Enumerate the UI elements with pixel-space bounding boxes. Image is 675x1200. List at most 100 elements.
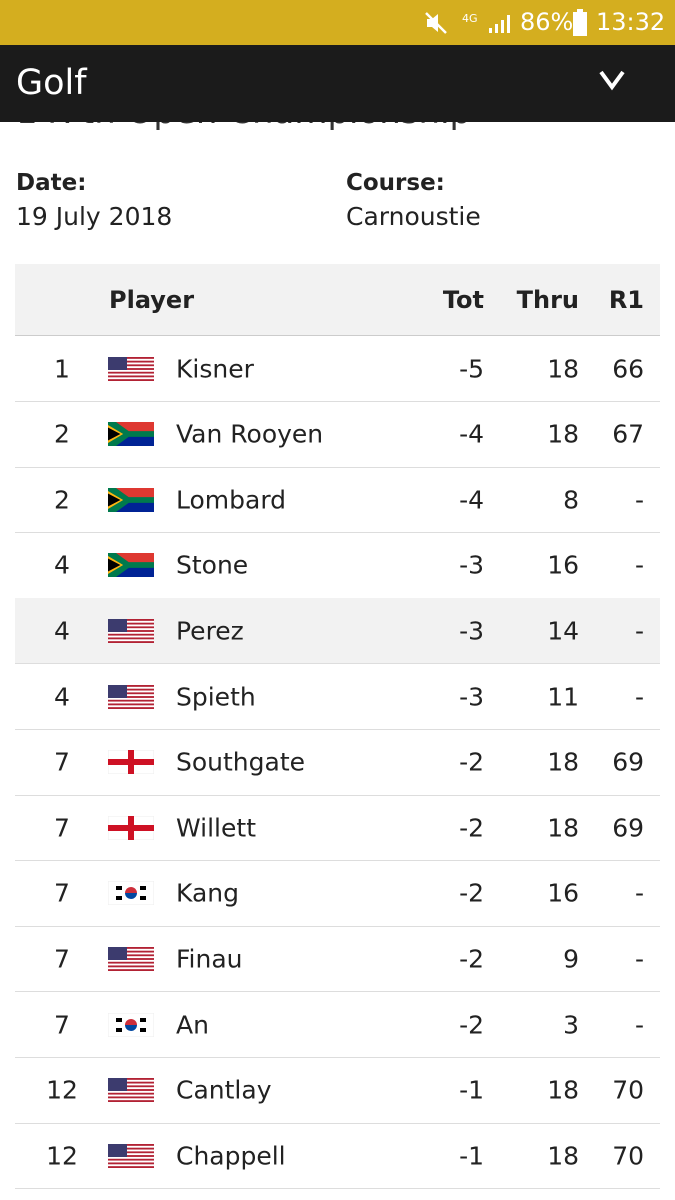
score-r1: - bbox=[634, 1010, 644, 1039]
score-thru: 18 bbox=[547, 813, 579, 843]
score-thru: 18 bbox=[547, 1141, 579, 1171]
score-r1: - bbox=[634, 878, 644, 908]
flag bbox=[108, 946, 154, 972]
score-tot: -1 bbox=[459, 1075, 484, 1105]
score-tot: -4 bbox=[459, 419, 484, 449]
score-r1: 69 bbox=[612, 813, 644, 843]
mute-icon bbox=[425, 12, 447, 34]
flag bbox=[107, 815, 155, 841]
flag-cell bbox=[108, 684, 154, 709]
score-r1: 66 bbox=[612, 354, 644, 383]
date: 19 July 2018 bbox=[16, 202, 173, 231]
score-r1: 70 bbox=[612, 1141, 644, 1171]
player-name: Chappell bbox=[176, 1141, 286, 1171]
flag-cell bbox=[108, 487, 154, 512]
player-name: Southgate bbox=[176, 747, 306, 777]
player-name: An bbox=[176, 1010, 209, 1039]
flag bbox=[107, 749, 155, 775]
table-row[interactable]: 7 Finau -2 9- bbox=[15, 926, 660, 993]
flag bbox=[108, 618, 154, 644]
menu-chevron[interactable] bbox=[598, 69, 626, 91]
flag bbox=[108, 356, 154, 381]
player-name: Van Rooyen bbox=[176, 419, 324, 449]
column-header: Player bbox=[109, 285, 195, 314]
table-row[interactable]: 7 Willett -2 18 69 bbox=[15, 795, 660, 862]
score-tot: -3 bbox=[459, 616, 484, 646]
flag-cell bbox=[108, 1078, 154, 1103]
score-tot: -2 bbox=[459, 813, 484, 843]
player-name: Spieth bbox=[176, 682, 256, 711]
table-row[interactable]: 7 Kang -2 16- bbox=[15, 861, 660, 927]
app-header: Golf bbox=[0, 45, 675, 122]
flag-cell bbox=[108, 422, 154, 447]
score-thru: 18 bbox=[547, 419, 579, 449]
signal-icon bbox=[489, 15, 510, 33]
flag-cell bbox=[108, 1143, 154, 1168]
player-name: Lombard bbox=[176, 485, 287, 515]
table-row[interactable]: 4 Stone -3 16- bbox=[15, 533, 660, 599]
flag-cell bbox=[108, 618, 154, 644]
table-row[interactable]: 7 Southgate -2 18 69 bbox=[15, 730, 660, 796]
score-thru: 18 bbox=[547, 354, 579, 383]
column-header: Thru bbox=[516, 285, 579, 314]
course-label: Course: bbox=[346, 170, 445, 196]
table-row[interactable]: 12 Chappell -1 18 70 bbox=[15, 1123, 660, 1190]
player-name: Kisner bbox=[176, 354, 254, 383]
column-header: Tot bbox=[442, 285, 484, 314]
score-r1: 70 bbox=[612, 1075, 644, 1105]
table-row[interactable]: 2 Lombard -4 8- bbox=[15, 467, 660, 534]
table-row[interactable]: 4 Spieth -3 11- bbox=[15, 664, 660, 730]
score-tot: -1 bbox=[459, 1141, 484, 1171]
header-row: Player Tot Thru R1 bbox=[15, 264, 660, 336]
score-thru: 18 bbox=[547, 747, 579, 777]
date-label: Date: bbox=[16, 170, 87, 196]
network: 4G bbox=[462, 12, 478, 25]
flag bbox=[107, 880, 155, 906]
table-row[interactable]: 4 Perez -3 14- bbox=[15, 598, 660, 665]
score-thru: 8 bbox=[563, 485, 579, 515]
score-r1: 67 bbox=[612, 419, 644, 449]
score-thru: 16 bbox=[547, 878, 579, 908]
flag-cell bbox=[108, 946, 154, 972]
flag bbox=[108, 1143, 154, 1168]
score-thru: 3 bbox=[563, 1010, 579, 1039]
score-tot: -3 bbox=[459, 550, 484, 580]
player-name: Kang bbox=[176, 878, 239, 908]
score-thru: 14 bbox=[547, 616, 579, 646]
flag-cell bbox=[108, 356, 154, 381]
table-row[interactable]: 1 Kisner -5 18 66 bbox=[15, 336, 660, 402]
score-r1: - bbox=[634, 682, 644, 711]
player-name: Finau bbox=[176, 944, 243, 974]
flag bbox=[108, 1078, 154, 1103]
score-thru: 16 bbox=[547, 550, 579, 580]
score-tot: -2 bbox=[459, 944, 484, 974]
flag-cell bbox=[108, 553, 154, 578]
score-r1: - bbox=[634, 616, 644, 646]
score-tot: -2 bbox=[459, 878, 484, 908]
player-name: Perez bbox=[176, 616, 244, 646]
score-tot: -4 bbox=[459, 485, 484, 515]
player-name: Stone bbox=[176, 550, 249, 580]
status-bar: 4G 86% 13:32 bbox=[0, 0, 675, 45]
course: Carnoustie bbox=[346, 202, 481, 231]
score-r1: - bbox=[634, 944, 644, 974]
score-thru: 11 bbox=[547, 682, 579, 711]
table-row[interactable]: 7 An -2 3- bbox=[15, 992, 660, 1058]
flag-cell bbox=[107, 815, 155, 841]
flag bbox=[108, 684, 154, 709]
score-tot: -5 bbox=[459, 354, 484, 383]
flag bbox=[108, 422, 154, 447]
score-tot: -3 bbox=[459, 682, 484, 711]
flag bbox=[107, 1012, 155, 1037]
score-tot: -2 bbox=[459, 747, 484, 777]
table-row[interactable]: 2 Van Rooyen -4 18 67 bbox=[15, 402, 660, 468]
score-r1: - bbox=[634, 550, 644, 580]
battery-icon bbox=[573, 9, 587, 36]
column-header: R1 bbox=[608, 285, 644, 314]
score-tot: -2 bbox=[459, 1010, 484, 1039]
flag bbox=[108, 487, 154, 512]
time: 13:32 bbox=[596, 8, 666, 36]
table-row[interactable]: 12 Cantlay -1 18 70 bbox=[15, 1058, 660, 1124]
section-title[interactable]: Golf bbox=[16, 63, 87, 103]
